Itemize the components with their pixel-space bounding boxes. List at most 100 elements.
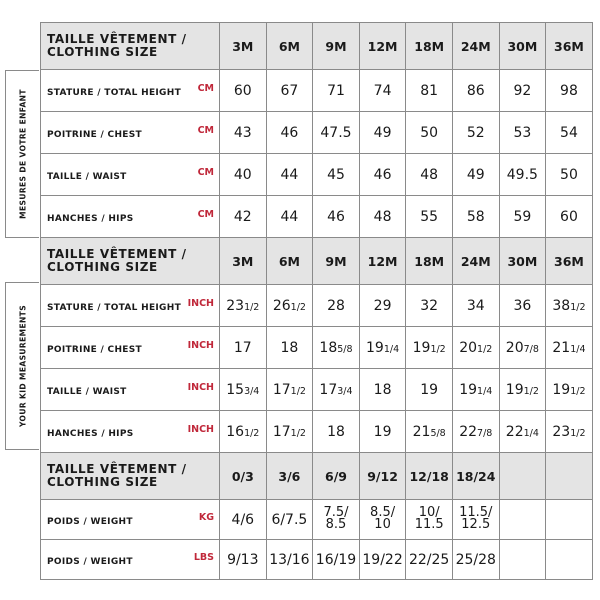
size-header-cell: 6M: [265, 237, 314, 285]
side-label-fr: MESURES DE VOTRE ENFANT: [18, 89, 27, 219]
value-cell: 54: [545, 111, 593, 154]
value-cell: [545, 499, 593, 540]
fraction: 1/2: [290, 301, 306, 313]
value-cell: 92: [498, 69, 547, 112]
value-cell: [498, 539, 547, 580]
value-cell: 191/4: [358, 326, 407, 369]
unit-label: KG: [198, 511, 214, 523]
size-header-cell: 12M: [358, 237, 407, 285]
size-header-cell: 9/12: [358, 452, 407, 500]
measurement-label: STATURE / TOTAL HEIGHT: [47, 302, 182, 313]
value-cell: 6/7.5: [265, 499, 314, 540]
value-cell: 42: [219, 195, 267, 238]
value-cell: 86: [451, 69, 500, 112]
value-cell: 71: [312, 69, 360, 112]
value-cell: 18: [358, 368, 407, 411]
size-header-row: TAILLE VÊTEMENT / CLOTHING SIZE 3M 6M 9M 12M…: [40, 237, 593, 285]
value-cell: 55: [405, 195, 453, 238]
measurement-label: POITRINE / CHEST: [47, 344, 142, 355]
measurement-label: POITRINE / CHEST: [47, 129, 142, 140]
fraction: 5/8: [337, 343, 353, 355]
value-cell: 36: [498, 284, 547, 327]
value-cell: 17: [219, 326, 267, 369]
value-cell: 4/6: [219, 499, 267, 540]
value-cell: 46: [265, 111, 314, 154]
size-header-cell: 18M: [405, 22, 453, 70]
value-cell: 191/4: [451, 368, 500, 411]
fraction: 1/4: [477, 385, 493, 397]
fraction: 7/8: [477, 427, 493, 439]
value-cell: 47.5: [312, 111, 360, 154]
value-cell: 215/8: [405, 410, 453, 453]
fraction: 1/2: [570, 301, 586, 313]
value-cell: 48: [405, 153, 453, 196]
size-header-cell: 24M: [451, 237, 500, 285]
size-header-cell: 3M: [219, 237, 267, 285]
size-header-cell: 3M: [219, 22, 267, 70]
value-cell: 207/8: [498, 326, 547, 369]
size-header-cell: 36M: [545, 237, 593, 285]
fraction: 1/2: [570, 427, 586, 439]
clothing-size-label: TAILLE VÊTEMENT / CLOTHING SIZE: [40, 22, 220, 70]
value-cell: 98: [545, 69, 593, 112]
size-header-cell: 18M: [405, 237, 453, 285]
value-cell: 221/4: [498, 410, 547, 453]
side-label-en: YOUR KID MEASUREMENTS: [18, 304, 27, 428]
fraction: 1/2: [244, 301, 260, 313]
measurement-label: HANCHES / HIPS: [47, 428, 134, 439]
size-header-cell: 24M: [451, 22, 500, 70]
size-header-cell: 9M: [312, 22, 360, 70]
unit-label: CM: [197, 82, 214, 94]
measurement-label: TAILLE / WAIST: [47, 386, 127, 397]
value-cell: 13/16: [265, 539, 314, 580]
size-header-cell: 0/3: [219, 452, 267, 500]
size-header-cell: [498, 452, 547, 500]
measurement-label-cell: TAILLE / WAIST CM: [40, 153, 220, 196]
measurement-label: POIDS / WEIGHT: [47, 516, 133, 527]
value-cell: 22/25: [405, 539, 453, 580]
value-cell: 81: [405, 69, 453, 112]
unit-label: INCH: [187, 297, 214, 309]
value-cell: 59: [498, 195, 547, 238]
value-cell: 49.5: [498, 153, 547, 196]
value-cell: 19: [405, 368, 453, 411]
size-header-cell: 18/24: [451, 452, 500, 500]
value-cell: 19: [358, 410, 407, 453]
value-cell: 185/8: [312, 326, 360, 369]
fraction: 7/8: [523, 343, 539, 355]
value-cell: 9/13: [219, 539, 267, 580]
value-cell: 60: [219, 69, 267, 112]
value-cell: 43: [219, 111, 267, 154]
fraction: 3/4: [337, 385, 353, 397]
value-cell: 171/2: [265, 410, 314, 453]
measurement-row: HANCHES / HIPS CM 42 44 46 48 55 58 59 60: [40, 195, 593, 238]
value-cell: 11.5/12.5: [451, 499, 500, 540]
value-cell: 67: [265, 69, 314, 112]
value-cell: 18: [312, 410, 360, 453]
value-cell: 48: [358, 195, 407, 238]
fraction: 1/2: [244, 427, 260, 439]
measurement-row: HANCHES / HIPS INCH 161/2 171/2 18 19 215/8 227…: [40, 410, 593, 453]
value-cell: 60: [545, 195, 593, 238]
value-cell: 58: [451, 195, 500, 238]
value-cell: 191/2: [405, 326, 453, 369]
size-header-cell: 9M: [312, 237, 360, 285]
measurement-label-cell: STATURE / TOTAL HEIGHT CM: [40, 69, 220, 112]
value-cell: [498, 499, 547, 540]
value-cell: 231/2: [219, 284, 267, 327]
measurement-row: STATURE / TOTAL HEIGHT INCH 231/2 261/2 28 29…: [40, 284, 593, 327]
size-header-cell: 3/6: [265, 452, 314, 500]
size-chart-table: TAILLE VÊTEMENT / CLOTHING SIZE 3M 6M 9M 12M…: [40, 22, 593, 580]
value-cell: 161/2: [219, 410, 267, 453]
value-cell: 231/2: [545, 410, 593, 453]
fraction: 1/4: [570, 343, 586, 355]
measurement-label: STATURE / TOTAL HEIGHT: [47, 87, 182, 98]
measurement-label-cell: HANCHES / HIPS INCH: [40, 410, 220, 453]
value-cell: 50: [405, 111, 453, 154]
fraction: 1/4: [383, 343, 400, 355]
value-cell: 10/11.5: [405, 499, 453, 540]
value-cell: 44: [265, 195, 314, 238]
value-cell: 227/8: [451, 410, 500, 453]
measurement-label: TAILLE / WAIST: [47, 171, 127, 182]
size-header-cell: 6/9: [312, 452, 360, 500]
